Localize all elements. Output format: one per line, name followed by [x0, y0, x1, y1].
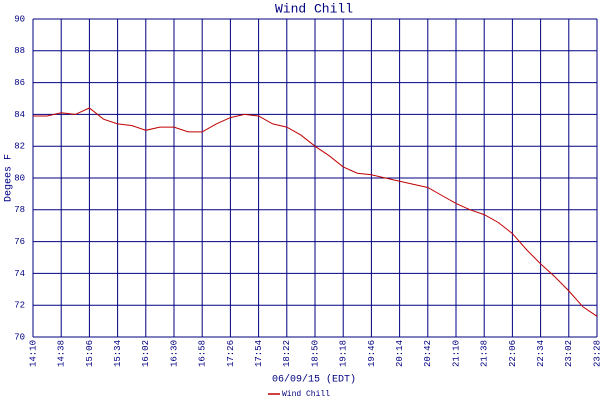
y-tick-label: 86 [14, 78, 25, 88]
x-tick-label: 21:10 [451, 340, 461, 367]
x-tick-label: 22:06 [508, 340, 518, 367]
x-tick-label: 16:58 [198, 340, 208, 367]
x-tick-label: 15:34 [113, 340, 123, 367]
y-tick-label: 88 [14, 46, 25, 56]
y-tick-label: 90 [14, 14, 25, 24]
x-tick-label: 20:42 [423, 340, 433, 367]
y-axis-label: Degees F [4, 154, 15, 202]
y-tick-label: 78 [14, 205, 25, 215]
x-tick-label: 14:38 [57, 340, 67, 367]
x-tick-label: 16:30 [169, 340, 179, 367]
x-tick-label: 14:10 [28, 340, 38, 367]
data-line [33, 107, 598, 317]
x-tick-label: 18:22 [282, 340, 292, 367]
y-tick-label: 72 [14, 301, 25, 311]
x-tick-label: 23:02 [564, 340, 574, 367]
y-tick-label: 80 [14, 173, 25, 183]
x-tick-label: 22:34 [536, 340, 546, 367]
x-axis-label: 06/09/15 (EDT) [272, 374, 356, 386]
x-tick-label: 20:14 [395, 340, 405, 367]
x-tick-label: 15:06 [85, 340, 95, 367]
x-tick-label: 16:02 [141, 340, 151, 367]
x-tick-label: 19:46 [367, 340, 377, 367]
x-tick-label: 17:54 [254, 340, 264, 367]
x-tick-label: 17:26 [226, 340, 236, 367]
chart-title: Wind Chill [275, 1, 353, 16]
y-tick-label: 84 [14, 110, 25, 120]
legend-label: Wind Chill [282, 390, 330, 399]
y-tick-label: 74 [14, 269, 25, 279]
y-tick-label: 76 [14, 237, 25, 247]
x-tick-label: 23:28 [592, 340, 600, 367]
y-tick-label: 70 [14, 332, 25, 342]
x-tick-label: 21:38 [480, 340, 490, 367]
x-tick-label: 18:50 [310, 340, 320, 367]
x-tick-label: 19:18 [339, 340, 349, 367]
y-tick-label: 82 [14, 142, 25, 152]
